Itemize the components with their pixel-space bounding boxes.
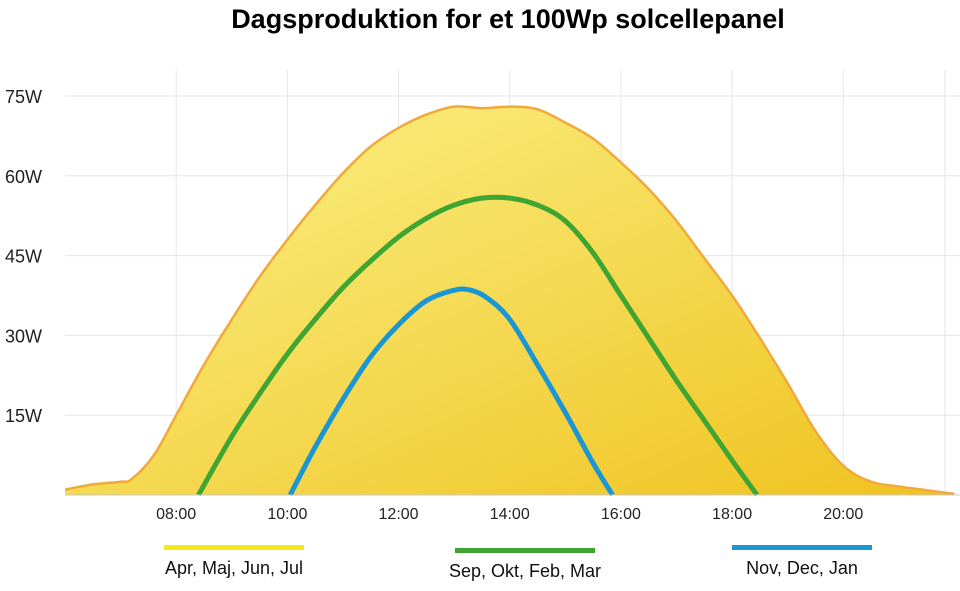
legend-label-winter: Nov, Dec, Jan	[746, 558, 858, 578]
y-tick-label: 45W	[5, 247, 42, 267]
x-tick-label: 14:00	[490, 506, 530, 523]
legend-label-spring-autumn: Sep, Okt, Feb, Mar	[448, 561, 602, 581]
y-tick-label: 30W	[5, 326, 42, 346]
series-line-winter	[287, 286, 615, 497]
y-axis: 15W 30W 45W 60W 75W	[5, 87, 42, 426]
y-tick-label: 15W	[5, 406, 42, 426]
plot-area	[64, 105, 955, 497]
legend-swatch-summer	[164, 545, 304, 550]
series-line-spring-autumn	[196, 194, 760, 497]
x-tick-label: 18:00	[712, 506, 752, 523]
x-tick-label: 16:00	[601, 506, 641, 523]
legend-item-summer[interactable]: Apr, Maj, Jun, Jul	[134, 545, 334, 579]
legend-item-winter[interactable]: Nov, Dec, Jan	[702, 545, 902, 579]
y-tick-label: 60W	[5, 167, 42, 187]
legend-item-spring-autumn[interactable]: Sep, Okt, Feb, Mar	[425, 548, 625, 582]
legend-swatch-spring-autumn	[455, 548, 595, 553]
x-tick-label: 20:00	[823, 506, 863, 523]
y-tick-label: 75W	[5, 87, 42, 107]
x-tick-label: 10:00	[267, 506, 307, 523]
x-tick-label: 08:00	[156, 506, 196, 523]
legend-label-summer: Apr, Maj, Jun, Jul	[164, 558, 304, 578]
x-tick-label: 12:00	[379, 506, 419, 523]
series-line-summer	[64, 105, 955, 496]
chart-title: Dagsproduktion for et 100Wp solcellepane…	[231, 4, 785, 34]
series-area-summer	[65, 106, 955, 496]
x-tick-labels: 08:00 10:00 12:00 14:00 16:00 18:00 20:00	[156, 506, 863, 523]
legend-swatch-winter	[732, 545, 872, 550]
